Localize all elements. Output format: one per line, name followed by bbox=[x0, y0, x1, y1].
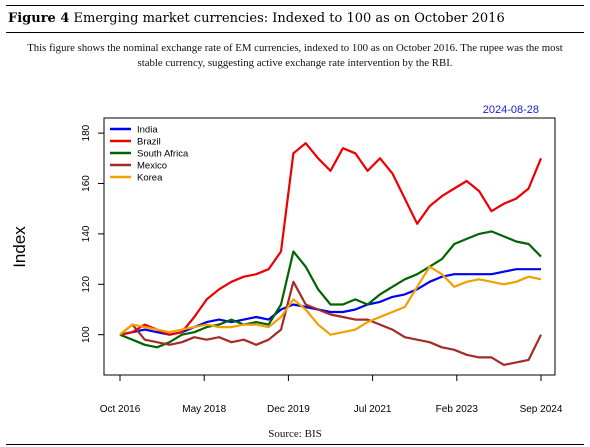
x-tick-label: Oct 2016 bbox=[100, 404, 141, 415]
figure-top-rule bbox=[6, 5, 584, 6]
figure-source: Source: BIS bbox=[268, 428, 322, 440]
series-layer bbox=[119, 142, 543, 366]
x-tick-label: Dec 2019 bbox=[267, 404, 310, 415]
y-tick-label: 180 bbox=[81, 124, 92, 141]
date-stamp: 2024-08-28 bbox=[483, 104, 539, 116]
figure-mid-rule bbox=[6, 32, 584, 33]
legend-label: Korea bbox=[137, 173, 163, 184]
y-tick-label: 140 bbox=[81, 225, 92, 242]
figure-label: Figure 4 bbox=[8, 11, 70, 26]
y-tick-label: 160 bbox=[81, 175, 92, 192]
x-tick-label: Feb 2023 bbox=[436, 404, 479, 415]
y-axis: 100 120 140 160 180 bbox=[81, 124, 104, 343]
series-line-brazil bbox=[119, 142, 543, 336]
legend-label: Brazil bbox=[137, 137, 161, 148]
legend-label: Mexico bbox=[137, 161, 167, 172]
figure-bottom-rule bbox=[6, 444, 584, 445]
plot-area bbox=[103, 117, 556, 376]
series-line-korea bbox=[119, 265, 542, 336]
series-line-mexico bbox=[119, 280, 542, 366]
legend-label: India bbox=[137, 125, 158, 136]
y-tick-label: 100 bbox=[81, 326, 92, 343]
x-tick-label: Jul 2021 bbox=[354, 404, 392, 415]
figure-description: This figure shows the nominal exchange r… bbox=[27, 42, 563, 69]
legend-label: South Africa bbox=[137, 149, 189, 160]
x-axis: Oct 2016 May 2018 Dec 2019 Jul 2021 Feb 2023… bbox=[100, 375, 563, 415]
series-line-south-africa bbox=[119, 230, 542, 349]
x-tick-label: Sep 2024 bbox=[520, 404, 563, 415]
figure-title: Figure 4 Emerging market currencies: Ind… bbox=[8, 11, 505, 26]
y-axis-title: Index bbox=[10, 226, 29, 268]
figure-title-text: Emerging market currencies: Indexed to 1… bbox=[73, 11, 505, 26]
x-tick-label: May 2018 bbox=[182, 404, 226, 415]
chart: 2024-08-28 100 120 140 160 180 Oct 2016 May 2… bbox=[10, 104, 563, 415]
y-tick-label: 120 bbox=[81, 276, 92, 293]
